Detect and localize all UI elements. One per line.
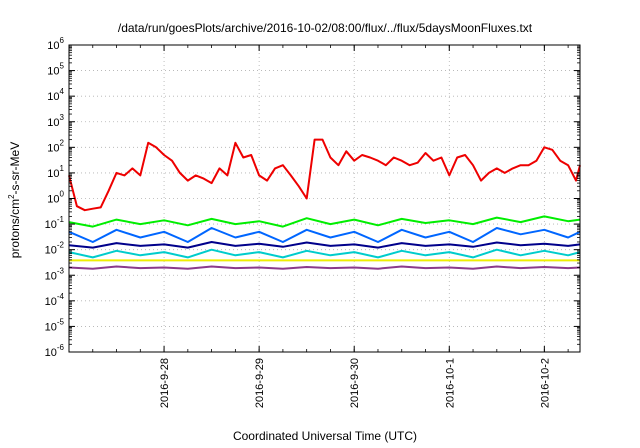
x-tick-label: 2016-10-1 xyxy=(444,358,456,408)
series-line-5 xyxy=(68,248,581,259)
y-tick-label: 10-1 xyxy=(45,215,65,231)
x-tick-label: 2016-10-2 xyxy=(539,358,551,408)
y-axis-label-part-1: protons/cm xyxy=(8,199,22,258)
y-tick-label: 101 xyxy=(47,164,64,180)
x-tick-label: 2016-9-30 xyxy=(349,358,361,408)
y-tick-label: 10-2 xyxy=(45,241,65,257)
series-line-1 xyxy=(68,138,581,212)
y-axis-label: protons/cm2-s-sr-MeV xyxy=(7,142,22,258)
y-axis-label-part-2: -s-sr-MeV xyxy=(8,142,22,195)
y-tick-label: 103 xyxy=(47,113,64,129)
x-tick-labels: 2016-9-28 2016-9-29 2016-9-30 2016-10-1 2016… xyxy=(159,358,551,408)
y-tick-labels: 106 105 104 103 102 101 100 10-1 10-2 10-3 10-4 10-… xyxy=(45,36,65,359)
x-tick-label: 2016-9-28 xyxy=(159,358,171,408)
y-tick-label: 10-3 xyxy=(45,266,65,282)
y-tick-label: 10-4 xyxy=(45,292,65,308)
y-tick-label: 10-6 xyxy=(45,343,65,359)
series-line-4 xyxy=(68,241,581,249)
y-axis-label-exponent: 2 xyxy=(7,194,16,199)
x-axis-label: Coordinated Universal Time (UTC) xyxy=(233,429,417,443)
grid-lines xyxy=(69,45,580,352)
axis-ticks xyxy=(68,44,580,353)
series-line-3 xyxy=(68,227,581,243)
chart-title: /data/run/goesPlots/archive/2016-10-02/0… xyxy=(118,21,533,35)
series-line-7 xyxy=(68,265,581,270)
y-tick-label: 10-5 xyxy=(45,317,65,333)
series-line-2 xyxy=(68,215,581,228)
y-tick-label: 102 xyxy=(47,138,64,154)
x-tick-label: 2016-9-29 xyxy=(254,358,266,408)
series-layer xyxy=(68,138,581,270)
y-tick-label: 105 xyxy=(47,62,64,78)
y-tick-label: 106 xyxy=(47,36,64,52)
y-tick-label: 104 xyxy=(47,87,64,103)
y-tick-label: 100 xyxy=(47,190,64,206)
